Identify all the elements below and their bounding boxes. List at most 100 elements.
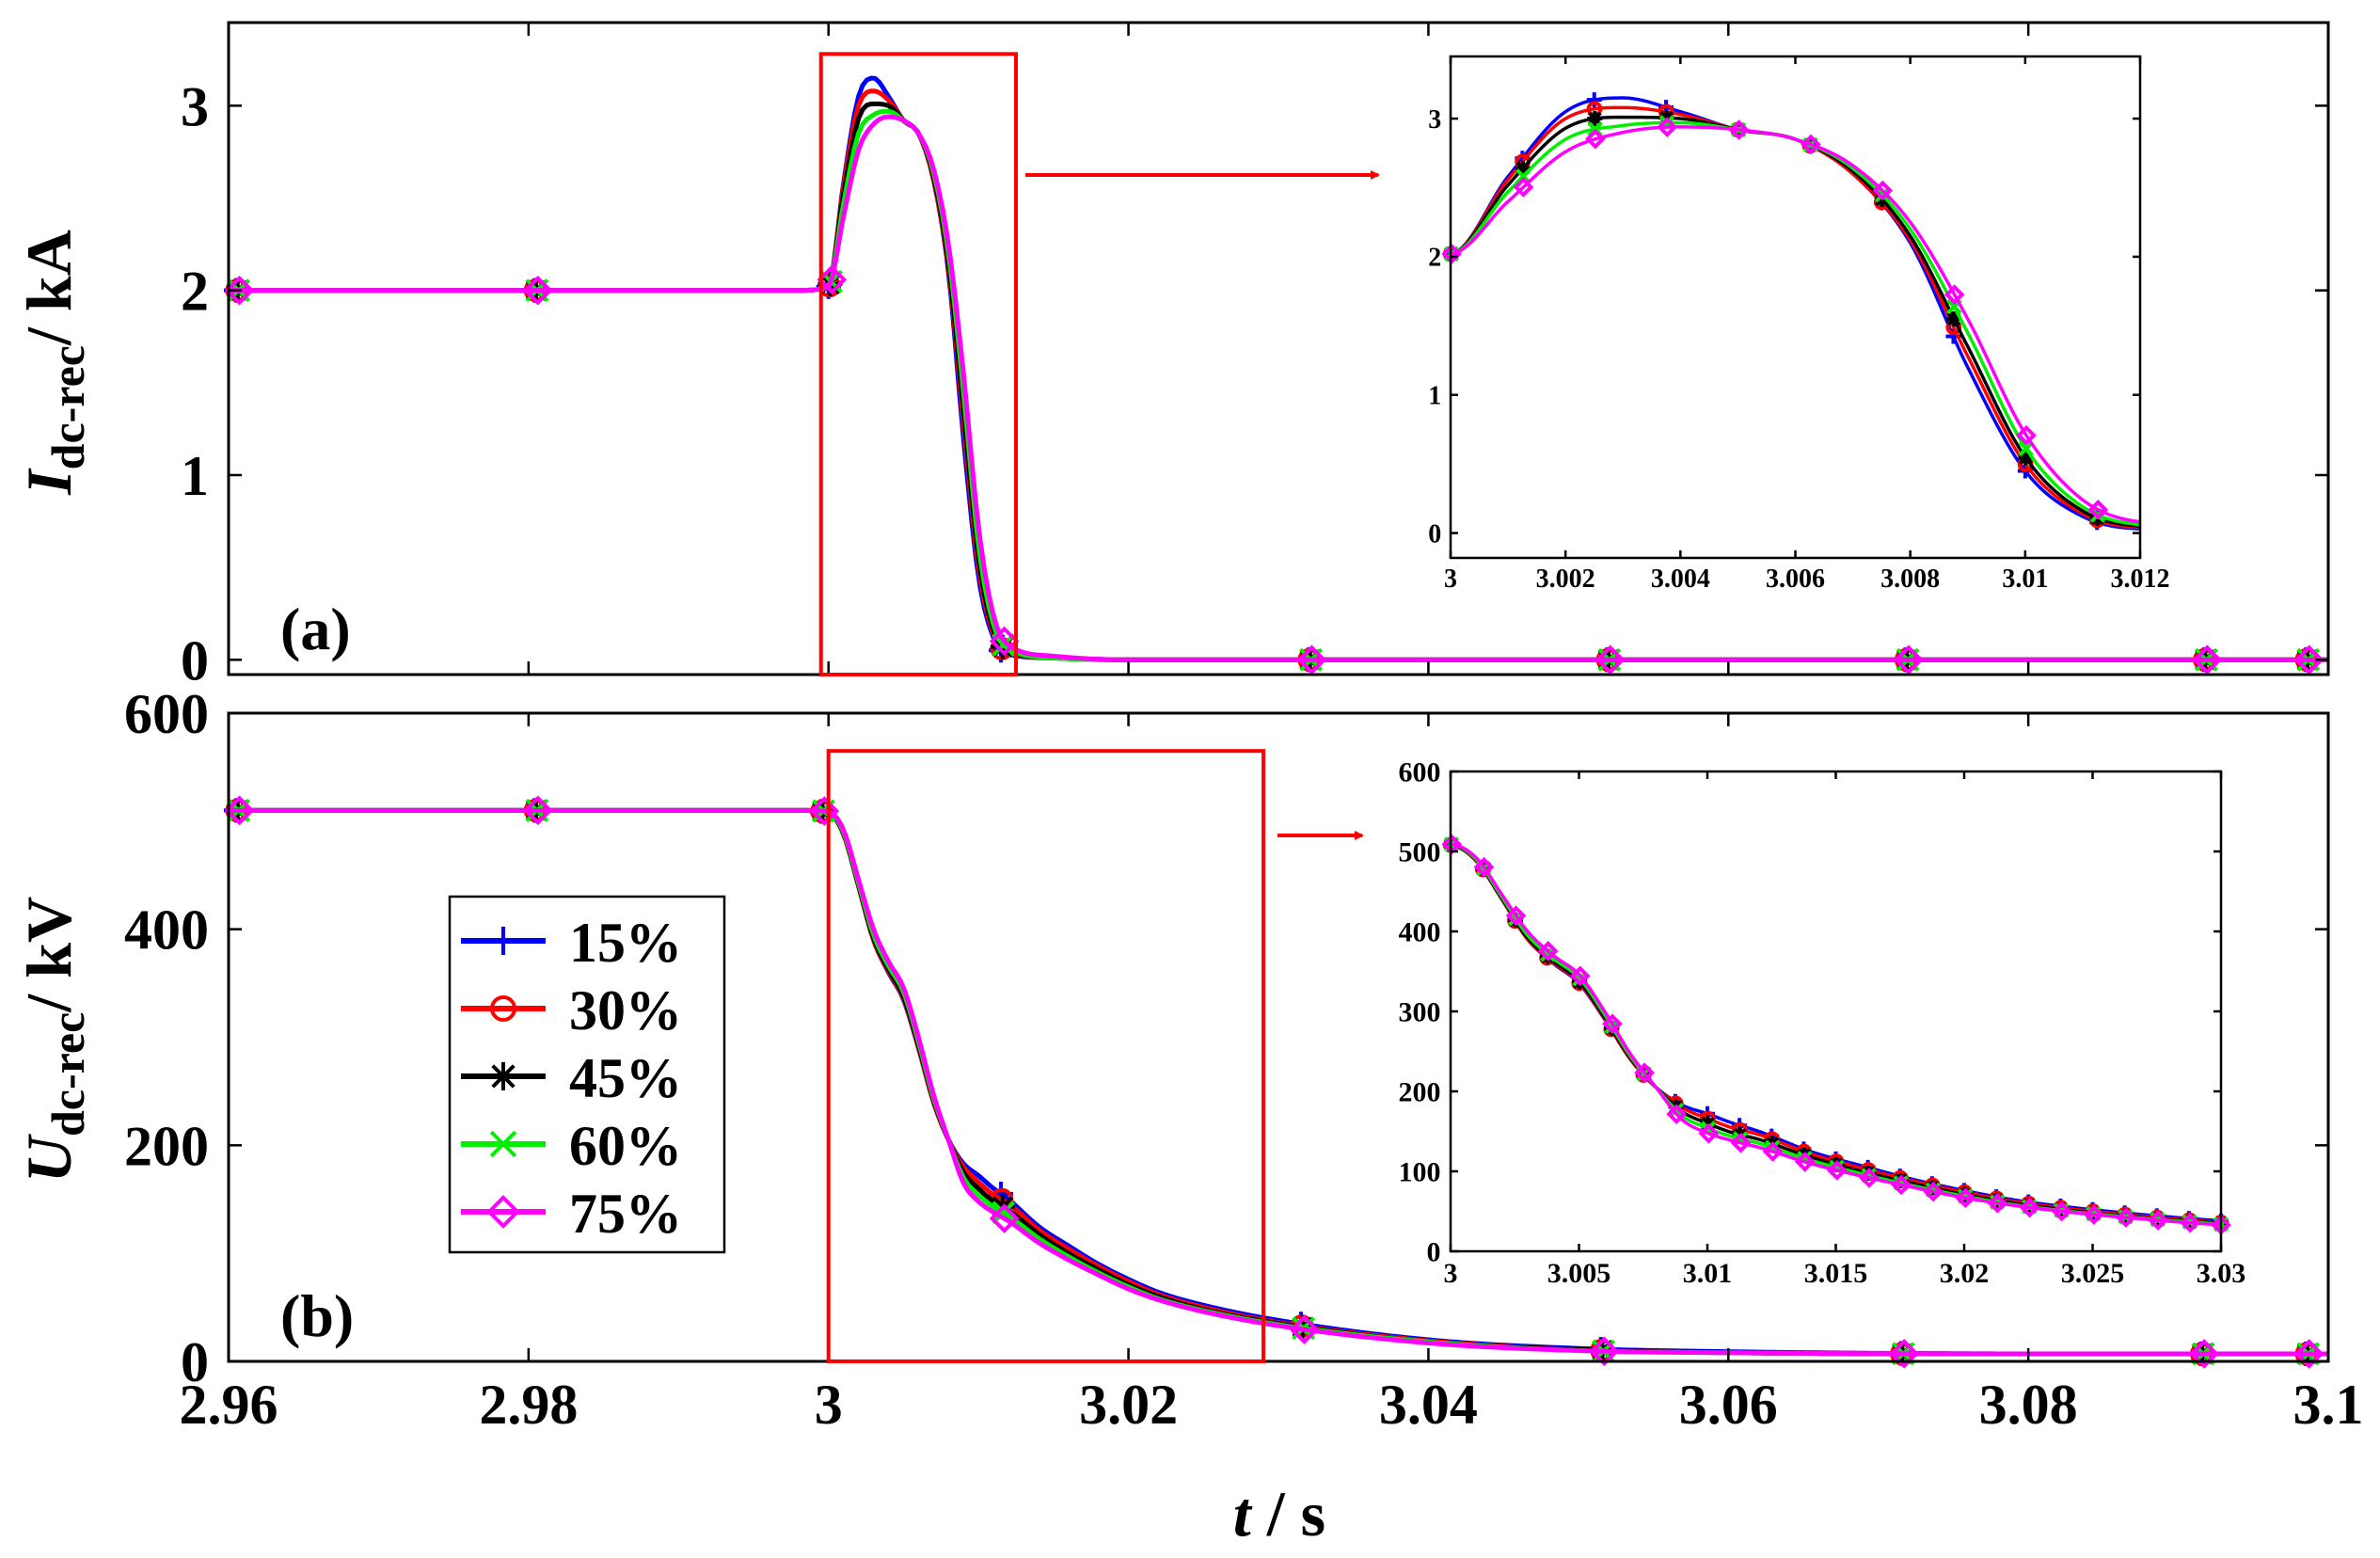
panel-b-inset-ytick-label: 300 [1399, 997, 1441, 1028]
panel-b-inset-marker-75-5 [1602, 1013, 1623, 1035]
panel-b-ytick-label: 0 [181, 1331, 209, 1393]
panel-b-inset-marker-75-8 [1698, 1122, 1720, 1144]
panel-b-marker-75-6 [1889, 1338, 1920, 1369]
legend-label-30: 30% [569, 979, 682, 1041]
panel-a-label: (a) [280, 596, 351, 662]
panel-a-marker-75-2 [817, 264, 848, 295]
panel-a-inset-xtick-label: 3.012 [2111, 564, 2170, 594]
panel-b-marker-75-7 [2189, 1339, 2219, 1369]
panel-a-ylabel-unit: / kA [13, 230, 85, 346]
panel-b-ylabel-unit: / kV [13, 897, 85, 1013]
legend-entry-30: 30% [461, 979, 682, 1041]
panel-b-xtick-label: 3.06 [1679, 1374, 1778, 1436]
panel-a-marker-75-5 [1595, 644, 1626, 676]
legend-marker-45 [489, 1062, 517, 1090]
panel-b-inset-marker-75-11 [1794, 1152, 1816, 1172]
panel-a-inset-marker-60-6 [1874, 186, 1891, 203]
panel-b-inset-marker-75-16 [1955, 1187, 1976, 1209]
x-axis-label-unit: / s [1251, 1478, 1325, 1550]
legend-marker-75 [486, 1195, 520, 1229]
panel-a-inset-ytick-label: 1 [1428, 382, 1441, 411]
panel-a-series-line-75 [229, 114, 2328, 662]
panel-b-xtick-label: 3.08 [1979, 1374, 2078, 1436]
legend-entry-60: 60% [461, 1115, 682, 1177]
panel-b-marker-75-8 [2293, 1339, 2324, 1369]
panel-a-inset-marker-75-1 [1513, 177, 1534, 198]
panel-b-inset-ytick-label: 500 [1399, 837, 1441, 868]
panel-b-marker-75-1 [522, 795, 553, 826]
panel-a-ytick-label: 0 [181, 629, 209, 692]
panel-b-series-line-75 [229, 807, 2328, 1357]
legend-marker-60 [489, 1130, 517, 1158]
panel-a-inset-marker-75-4 [1728, 119, 1750, 140]
panel-b-label: (b) [280, 1282, 354, 1349]
panel-a-inset-marker-75-5 [1801, 134, 1821, 155]
panel-a-marker-75-1 [522, 275, 553, 306]
panel-b-inset-background [1451, 771, 2221, 1251]
panel-b-chart: 2.96 2.98 3 3.02 3.04 3.06 3.08 3.1 0 200 400 600 (… [13, 683, 2364, 1436]
panel-b-inset-marker-75-3 [1537, 941, 1559, 962]
x-axis-label: t / s [1233, 1478, 1325, 1550]
panel-b-inset-marker-75-17 [1987, 1193, 2008, 1214]
panel-b-ytick-label: 600 [124, 683, 209, 745]
panel-b-inset-ytick-label: 400 [1399, 917, 1441, 948]
panel-b-inset-marker-75-21 [2116, 1207, 2136, 1229]
panel-b-xtick-label: 3 [815, 1374, 843, 1436]
legend-items: 15%30%45%60%75% [461, 912, 682, 1245]
panel-b-inset-marker-75-6 [1634, 1062, 1655, 1084]
panel-a-ticks: 0 1 2 3 [181, 23, 2330, 692]
panel-a-inset-marker-45-8 [2018, 450, 2034, 466]
panel-a-marker-75-7 [2192, 644, 2223, 676]
panel-b-inset-ytick-label: 100 [1399, 1157, 1441, 1188]
panel-b-marker-75-5 [1589, 1336, 1620, 1367]
panel-b-inset-marker-75-13 [1859, 1168, 1880, 1188]
panel-b-marker-75-3 [989, 1203, 1020, 1233]
panel-b-inset-xtick-label: 3.005 [1547, 1258, 1611, 1289]
panel-a-ytick-label: 1 [181, 445, 209, 507]
panel-b-inset-xtick-label: 3 [1444, 1258, 1458, 1289]
panel-b-xtick-label: 3.02 [1079, 1374, 1178, 1436]
panel-a-inset-xtick-label: 3.006 [1766, 564, 1825, 594]
panel-a-inset-marker-60-1 [1515, 168, 1531, 184]
panel-b-marker-75-4 [1289, 1314, 1320, 1344]
panel-a-inset-marker-75-9 [2087, 499, 2109, 520]
panel-a-ylabel-subscript: dc-rec [41, 345, 94, 469]
panel-b-inset-marker-75-14 [1891, 1174, 1912, 1196]
panel-a-inset-ticks: 3 3.002 3.004 3.006 3.008 3.01 3.012 0 1 2 3 [1428, 56, 2170, 594]
panel-b-inset-marker-75-7 [1666, 1104, 1688, 1124]
panel-b-inset-marker-75-23 [2180, 1212, 2201, 1233]
panel-a-marker-75-3 [989, 626, 1020, 657]
panel-b-inset-ytick-label: 0 [1427, 1237, 1441, 1268]
panel-b-ylabel-subscript: dc-rec [41, 1012, 94, 1137]
panel-b-inset-marker-75-4 [1569, 965, 1591, 987]
panel-a-inset-xtick-label: 3.002 [1536, 564, 1595, 594]
panel-b-inset-marker-45-8 [1700, 1116, 1716, 1132]
panel-b-inset-data-layer [1441, 834, 2231, 1235]
panel-a-inset-ytick-label: 3 [1428, 105, 1441, 135]
panel-a-marker-75-8 [2293, 644, 2324, 676]
panel-a-ytick-label: 2 [181, 261, 209, 323]
panel-a-ylabel: Idc-rec/ kA [13, 230, 94, 496]
panel-a-inset-marker-45-1 [1515, 160, 1531, 176]
panel-b-inset-xtick-label: 3.015 [1804, 1258, 1868, 1289]
panel-b-inset: 3 3.005 3.01 3.015 3.02 3.025 3.03 0 100 200 300 40… [1399, 757, 2246, 1290]
panel-a-inset-marker-75-7 [1944, 284, 1965, 305]
panel-b-inset-marker-75-10 [1762, 1141, 1784, 1162]
panel-b-inset-marker-75-12 [1826, 1160, 1848, 1181]
panel-b-marker-75-2 [809, 796, 840, 826]
legend-label-45: 45% [569, 1047, 682, 1109]
legend-entry-75: 75% [461, 1183, 682, 1245]
panel-b-ylabel: Udc-rec/ kV [13, 897, 94, 1183]
panel-a-inset-series-line-75 [1450, 125, 2141, 524]
legend-marker-30 [490, 995, 516, 1022]
legend-label-75: 75% [569, 1183, 682, 1245]
panel-a-inset-marker-75-2 [1585, 128, 1606, 150]
panel-b-inset-marker-75-15 [1923, 1181, 1944, 1202]
panel-a-inset-marker-75-6 [1872, 180, 1894, 201]
panel-b-inset-ytick-label: 200 [1399, 1077, 1441, 1108]
panel-b-xtick-label: 3.1 [2293, 1374, 2364, 1436]
panel-b-ytick-label: 400 [124, 899, 209, 962]
panel-a-ytick-label: 3 [181, 75, 209, 137]
panel-a-ylabel-symbol: I [13, 468, 85, 496]
